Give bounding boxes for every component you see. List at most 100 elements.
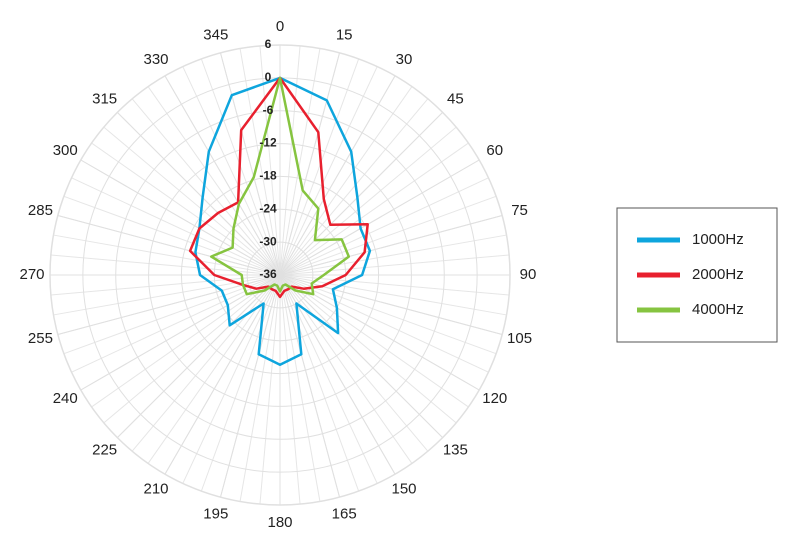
angular-tick-label: 300 (53, 142, 78, 159)
angular-grid-line (279, 274, 396, 475)
minor-spoke (279, 274, 360, 492)
angular-grid-line (219, 52, 281, 276)
angular-tick-label: 45 (447, 91, 464, 108)
angular-tick-label: 180 (267, 514, 292, 531)
minor-spoke (131, 274, 281, 452)
angular-tick-label: 330 (143, 51, 168, 68)
minor-spoke (279, 274, 469, 408)
minor-spoke (279, 274, 321, 502)
angular-grid-line (57, 214, 281, 276)
minor-spoke (200, 274, 281, 492)
legend-label: 1000Hz (692, 231, 744, 248)
minor-spoke (279, 274, 457, 424)
radial-grid-ring (115, 110, 445, 440)
angular-grid-line (279, 52, 341, 276)
angular-tick-label: 225 (92, 441, 117, 458)
angular-tick-label: 135 (443, 441, 468, 458)
minor-spoke (279, 142, 469, 276)
legend-label: 4000Hz (692, 301, 744, 318)
angular-tick-label: 15 (336, 26, 353, 43)
angular-grid-line (164, 274, 281, 475)
minor-spoke (279, 274, 378, 484)
series-line (209, 76, 351, 296)
minor-spoke (279, 58, 360, 276)
angular-tick-label: 285 (28, 202, 53, 219)
minor-spoke (279, 48, 321, 276)
minor-spoke (279, 234, 507, 276)
minor-spoke (239, 274, 281, 502)
minor-spoke (182, 66, 281, 276)
radial-tick-label: -36 (259, 267, 277, 281)
angular-grid-line (279, 274, 443, 438)
minor-spoke (91, 274, 281, 408)
minor-spoke (71, 274, 281, 373)
minor-spoke (279, 86, 413, 276)
angular-grid-line (279, 75, 396, 276)
radial-tick-label: -18 (259, 169, 277, 183)
angular-grid-line (219, 274, 281, 498)
angular-tick-label: 90 (520, 266, 537, 283)
minor-spoke (53, 234, 281, 276)
minor-spoke (279, 177, 489, 276)
minor-spoke (131, 98, 281, 276)
radial-tick-label: -24 (259, 201, 277, 215)
legend-label: 2000Hz (692, 266, 744, 283)
radial-tick-label: -6 (263, 103, 274, 117)
minor-spoke (279, 274, 510, 296)
angular-grid-line (80, 159, 281, 276)
minor-spoke (103, 126, 281, 276)
minor-spoke (279, 274, 507, 316)
angular-grid-line (279, 274, 341, 498)
radial-tick-label: 0 (265, 70, 272, 84)
radial-grid-ring (148, 143, 412, 407)
angular-tick-label: 345 (203, 26, 228, 43)
minor-spoke (182, 274, 281, 484)
angular-tick-label: 30 (396, 51, 413, 68)
minor-spoke (279, 254, 510, 276)
minor-spoke (279, 274, 429, 452)
radial-grid-ring (49, 44, 511, 506)
minor-spoke (279, 126, 457, 276)
angular-tick-label: 0 (276, 18, 284, 35)
angular-tick-label: 165 (332, 506, 357, 523)
minor-spoke (103, 274, 281, 424)
radial-tick-label: -30 (259, 234, 277, 248)
minor-spoke (147, 86, 281, 276)
angular-grid-line (279, 274, 503, 336)
minor-spoke (279, 98, 429, 276)
minor-spoke (279, 66, 378, 276)
angular-grid-line (117, 274, 281, 438)
minor-spoke (63, 195, 281, 276)
angular-tick-label: 195 (203, 506, 228, 523)
angular-grid-line (279, 159, 480, 276)
angular-tick-label: 255 (28, 330, 53, 347)
minor-spoke (259, 274, 281, 505)
minor-spoke (71, 177, 281, 276)
radial-grid-ring (246, 241, 314, 309)
angular-tick-label: 315 (92, 91, 117, 108)
minor-spoke (279, 274, 301, 505)
radial-tick-label: 6 (265, 37, 272, 51)
minor-spoke (279, 45, 301, 276)
minor-spoke (50, 254, 281, 276)
angular-grid-line (164, 75, 281, 276)
angular-grid-line (279, 214, 503, 276)
minor-spoke (279, 274, 489, 373)
angular-tick-label: 210 (143, 481, 168, 498)
minor-spoke (279, 195, 497, 276)
angular-tick-label: 60 (486, 142, 503, 159)
angular-tick-label: 150 (391, 481, 416, 498)
radial-grid-ring (180, 175, 380, 375)
angular-tick-label: 120 (482, 390, 507, 407)
angular-tick-label: 75 (511, 202, 528, 219)
minor-spoke (91, 142, 281, 276)
radial-tick-label: -12 (259, 136, 277, 150)
angular-tick-label: 270 (19, 266, 44, 283)
angular-grid-line (279, 112, 443, 276)
minor-spoke (239, 48, 281, 276)
angular-tick-label: 240 (53, 390, 78, 407)
angular-grid-line (57, 274, 281, 336)
angular-grid-line (117, 112, 281, 276)
series-line (188, 76, 369, 299)
